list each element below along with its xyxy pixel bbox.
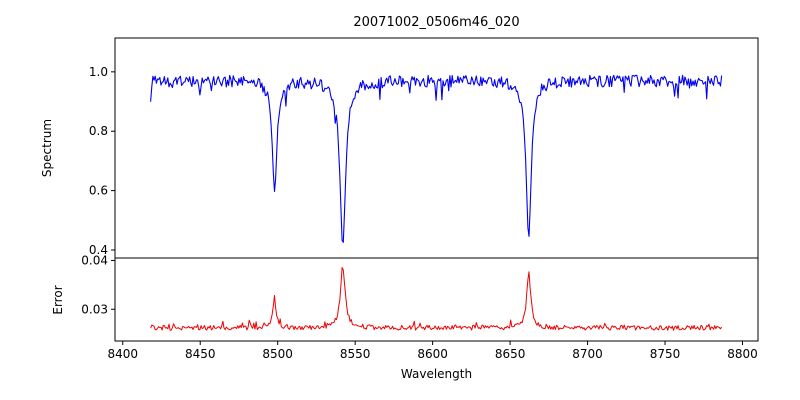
x-tick-label: 8450	[185, 347, 216, 361]
x-tick-label: 8600	[417, 347, 448, 361]
x-tick-label: 8400	[107, 347, 138, 361]
spectrum-panel-axes: 0.4 0.6 0.8 1.0	[89, 37, 759, 259]
x-tick-label: 8650	[495, 347, 526, 361]
x-tick-label: 8750	[650, 347, 681, 361]
spectrum-line	[150, 74, 723, 243]
error-line	[150, 267, 723, 331]
spectrum-y-tick-label: 1.0	[89, 65, 108, 79]
error-y-tick-label: 0.03	[81, 302, 108, 316]
x-tick-label: 8800	[727, 347, 758, 361]
wavelength-axis-label: Wavelength	[400, 367, 473, 381]
spectrum-y-tick-label: 0.4	[89, 243, 108, 257]
x-tick-label: 8500	[262, 347, 293, 361]
spectrum-y-tick-label: 0.6	[89, 184, 108, 198]
x-tick-label: 8550	[340, 347, 371, 361]
error-axis-label: Error	[51, 285, 65, 315]
chart-title: 20071002_0506m46_020	[353, 15, 520, 30]
x-axis-ticks: 8400 8450 8500 8550 8600 8650 8700 8750 8800	[107, 341, 758, 361]
error-y-tick-label: 0.04	[81, 253, 108, 267]
spectrum-y-tick-label: 0.8	[89, 124, 108, 138]
error-panel-axes: 0.03 0.04	[81, 253, 759, 342]
x-tick-label: 8700	[572, 347, 603, 361]
spectrum-axis-label: Spectrum	[40, 118, 54, 178]
